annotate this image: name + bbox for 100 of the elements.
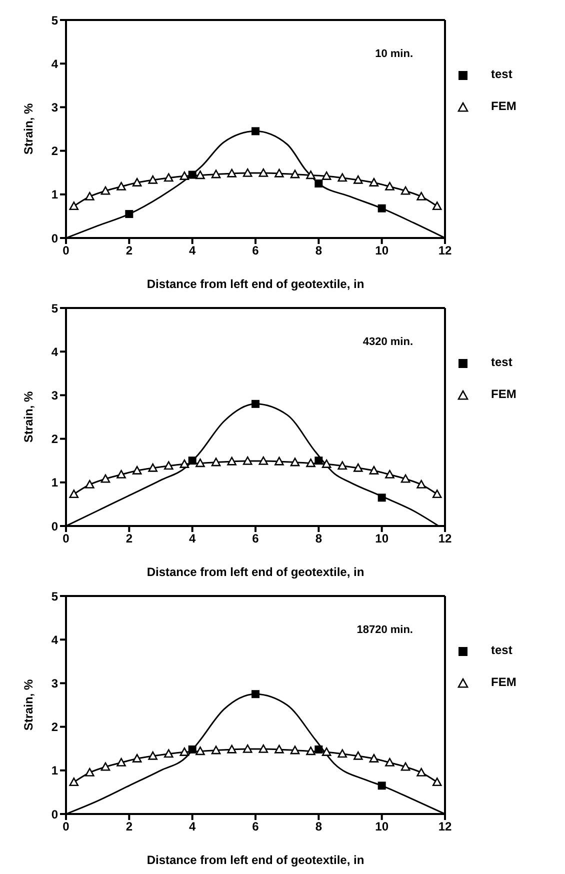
point xyxy=(196,458,205,468)
x-tick-label: 6 xyxy=(252,244,260,258)
point xyxy=(274,168,284,178)
point xyxy=(242,744,252,753)
y-tick-label: 1 xyxy=(51,188,58,202)
y-tick-label: 5 xyxy=(51,589,58,604)
point xyxy=(69,778,79,786)
point xyxy=(322,459,332,468)
x-tick-label: 10 xyxy=(375,532,389,546)
point xyxy=(322,171,332,180)
x-axis-title: Distance from left end of geotextile, in xyxy=(146,853,364,867)
x-tick-label: 0 xyxy=(62,532,70,546)
point xyxy=(180,459,190,468)
x-tick-label: 10 xyxy=(375,244,389,258)
point xyxy=(258,744,268,753)
point xyxy=(290,458,300,466)
point xyxy=(258,456,268,465)
point xyxy=(252,127,260,136)
point xyxy=(416,192,426,200)
point xyxy=(432,778,442,786)
point xyxy=(400,762,410,771)
y-axis-title: Strain, % xyxy=(21,679,36,731)
x-tick-label: 2 xyxy=(126,532,133,546)
point xyxy=(306,170,316,180)
y-tick-label: 4 xyxy=(51,632,58,647)
x-tick-label: 12 xyxy=(438,532,452,546)
legend-label: FEM xyxy=(491,99,516,113)
x-tick-label: 4 xyxy=(188,820,196,834)
point xyxy=(148,463,158,472)
x-tick-label: 4 xyxy=(188,532,196,546)
point xyxy=(306,458,316,468)
point xyxy=(314,456,323,465)
point xyxy=(148,175,158,184)
x-tick-label: 10 xyxy=(375,820,389,834)
y-tick-label: 1 xyxy=(51,476,58,490)
x-axis-title: Distance from left end of geotextile, in xyxy=(146,277,364,291)
point xyxy=(306,746,316,756)
y-tick-label: 2 xyxy=(51,144,58,158)
point xyxy=(252,400,260,408)
point xyxy=(432,202,442,210)
point xyxy=(242,168,252,177)
point xyxy=(252,690,260,698)
point xyxy=(227,456,236,466)
point xyxy=(385,470,394,478)
point xyxy=(100,474,110,483)
y-tick-label: 2 xyxy=(51,432,58,446)
point xyxy=(227,168,236,178)
point xyxy=(85,480,94,488)
point xyxy=(322,747,332,756)
point xyxy=(164,173,174,182)
y-tick-label: 1 xyxy=(51,764,58,778)
x-tick-label: 4 xyxy=(188,244,196,258)
point xyxy=(290,746,300,754)
legend-label: test xyxy=(491,67,512,81)
point xyxy=(69,202,79,210)
x-tick-label: 0 xyxy=(62,244,70,258)
x-tick-label: 6 xyxy=(252,820,260,834)
point xyxy=(400,186,410,195)
point xyxy=(164,749,174,758)
point xyxy=(116,758,126,766)
annotation: 4320 min. xyxy=(362,336,413,348)
point xyxy=(369,178,379,186)
point xyxy=(180,171,190,180)
point xyxy=(353,751,363,760)
point xyxy=(338,173,348,182)
y-tick-label: 0 xyxy=(51,231,58,246)
point xyxy=(353,175,363,184)
legend-label: test xyxy=(491,355,512,369)
point xyxy=(353,463,363,472)
point xyxy=(416,480,426,488)
legend-label: test xyxy=(491,643,512,657)
y-tick-label: 3 xyxy=(51,100,58,114)
point xyxy=(125,210,134,218)
x-tick-label: 8 xyxy=(315,532,322,546)
point xyxy=(188,745,196,754)
point xyxy=(148,751,158,760)
x-tick-label: 8 xyxy=(315,820,322,834)
point xyxy=(432,490,442,498)
point xyxy=(378,494,386,502)
point xyxy=(196,170,205,180)
y-axis-title: Strain, % xyxy=(21,391,36,443)
point xyxy=(85,192,94,200)
x-tick-label: 8 xyxy=(315,244,322,258)
point xyxy=(369,466,379,474)
x-tick-label: 6 xyxy=(252,532,260,546)
legend-label: FEM xyxy=(491,387,516,401)
x-tick-label: 12 xyxy=(438,244,452,258)
x-tick-label: 12 xyxy=(438,820,452,834)
point xyxy=(211,746,221,754)
point xyxy=(196,746,205,756)
point xyxy=(242,456,252,465)
point xyxy=(164,461,174,470)
point xyxy=(400,474,410,483)
y-tick-label: 4 xyxy=(51,56,58,71)
point xyxy=(385,758,394,766)
y-tick-label: 4 xyxy=(51,344,58,359)
point xyxy=(116,182,126,190)
point xyxy=(416,768,426,776)
x-tick-label: 0 xyxy=(62,820,70,834)
point xyxy=(274,456,284,466)
